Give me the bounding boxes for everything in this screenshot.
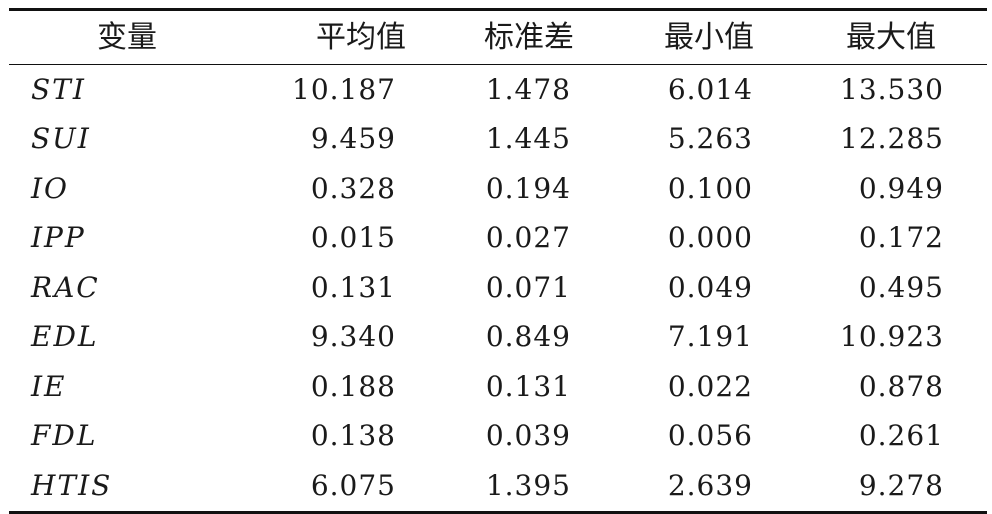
table-row: STI 10.187 1.478 6.014 13.530 xyxy=(9,65,987,115)
cell-mean: 0.138 xyxy=(310,419,396,453)
cell-variable: FDL xyxy=(31,419,98,453)
table-body: STI 10.187 1.478 6.014 13.530 SUI 9.459 1.445 5.… xyxy=(9,65,987,511)
table-row: IPP 0.015 0.027 0.000 0.172 xyxy=(9,214,987,264)
cell-mean: 6.075 xyxy=(310,468,396,502)
cell-mean: 0.131 xyxy=(310,270,396,304)
cell-variable: STI xyxy=(31,72,86,106)
cell-min: 2.639 xyxy=(667,468,753,502)
cell-min: 0.022 xyxy=(667,369,753,403)
table-row: IO 0.328 0.194 0.100 0.949 xyxy=(9,164,987,214)
cell-min: 0.056 xyxy=(667,419,753,453)
cell-std-dev: 1.445 xyxy=(485,122,571,156)
cell-variable: IO xyxy=(31,171,70,205)
header-mean: 平均值 xyxy=(316,19,406,55)
cell-mean: 10.187 xyxy=(292,72,396,106)
table-row: FDL 0.138 0.039 0.056 0.261 xyxy=(9,412,987,462)
table-row: EDL 9.340 0.849 7.191 10.923 xyxy=(9,313,987,363)
header-std-dev: 标准差 xyxy=(484,19,574,55)
cell-mean: 0.188 xyxy=(310,369,396,403)
table-row: IE 0.188 0.131 0.022 0.878 xyxy=(9,362,987,412)
cell-std-dev: 0.027 xyxy=(485,221,571,255)
cell-mean: 0.328 xyxy=(310,171,396,205)
cell-mean: 9.459 xyxy=(310,122,396,156)
cell-max: 12.285 xyxy=(840,122,944,156)
cell-std-dev: 1.478 xyxy=(485,72,571,106)
cell-std-dev: 0.849 xyxy=(485,320,571,354)
cell-variable: IE xyxy=(31,369,67,403)
cell-std-dev: 0.039 xyxy=(485,419,571,453)
statistics-table: 变量 平均值 标准差 最小值 最大值 STI 10.187 1.478 6.014 13… xyxy=(9,8,987,514)
cell-max: 9.278 xyxy=(858,468,944,502)
cell-max: 13.530 xyxy=(840,72,944,106)
cell-std-dev: 1.395 xyxy=(485,468,571,502)
header-max: 最大值 xyxy=(846,19,936,55)
cell-min: 5.263 xyxy=(667,122,753,156)
cell-min: 0.000 xyxy=(667,221,753,255)
header-variable: 变量 xyxy=(97,19,157,55)
cell-mean: 0.015 xyxy=(310,221,396,255)
cell-std-dev: 0.194 xyxy=(485,171,571,205)
cell-std-dev: 0.131 xyxy=(485,369,571,403)
cell-std-dev: 0.071 xyxy=(485,270,571,304)
table-row: RAC 0.131 0.071 0.049 0.495 xyxy=(9,263,987,313)
cell-max: 0.949 xyxy=(858,171,944,205)
cell-variable: HTIS xyxy=(31,468,113,502)
cell-max: 0.261 xyxy=(858,419,944,453)
cell-variable: RAC xyxy=(31,270,100,304)
cell-mean: 9.340 xyxy=(310,320,396,354)
cell-min: 0.049 xyxy=(667,270,753,304)
cell-variable: SUI xyxy=(31,122,91,156)
cell-max: 0.172 xyxy=(858,221,944,255)
cell-variable: EDL xyxy=(31,320,99,354)
cell-max: 0.495 xyxy=(858,270,944,304)
table-row: HTIS 6.075 1.395 2.639 9.278 xyxy=(9,461,987,511)
table-row: SUI 9.459 1.445 5.263 12.285 xyxy=(9,115,987,165)
cell-min: 0.100 xyxy=(667,171,753,205)
table-header-row: 变量 平均值 标准差 最小值 最大值 xyxy=(9,11,987,65)
cell-max: 10.923 xyxy=(840,320,944,354)
cell-max: 0.878 xyxy=(858,369,944,403)
cell-variable: IPP xyxy=(31,221,86,255)
cell-min: 7.191 xyxy=(667,320,753,354)
header-min: 最小值 xyxy=(664,19,754,55)
cell-min: 6.014 xyxy=(667,72,753,106)
